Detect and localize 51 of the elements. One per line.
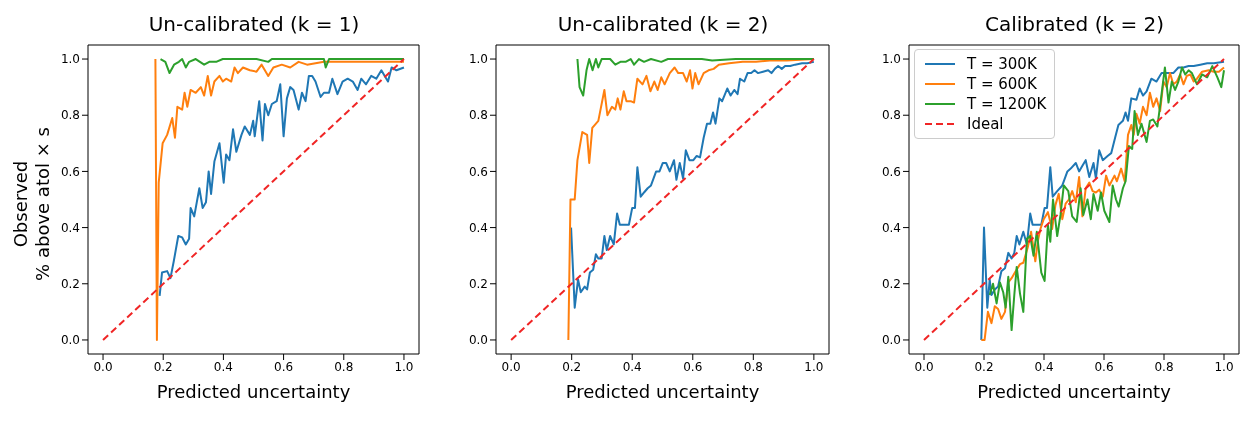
- y-tick-label: 0.2: [881, 277, 901, 292]
- legend-label: T = 1200K: [967, 94, 1047, 114]
- x-axis-title: Predicted uncertainty: [565, 381, 760, 402]
- legend-label: T = 300K: [967, 54, 1037, 74]
- y-tick-label: 1.0: [60, 52, 80, 67]
- x-tick-label: 1.0: [804, 359, 824, 374]
- y-tick-label: 0.4: [468, 220, 488, 235]
- y-tick-label: 0.4: [60, 220, 80, 235]
- x-tick-label: 0.8: [334, 359, 354, 374]
- x-tick-label: 0.6: [683, 359, 703, 374]
- y-axis-title: Observed % above atol × s: [10, 127, 54, 281]
- x-tick-label: 0.2: [974, 359, 994, 374]
- y-tick-label: 0.0: [60, 333, 80, 348]
- y-tick-label: 0.2: [468, 277, 488, 292]
- x-tick-label: 0.2: [562, 359, 582, 374]
- x-tick-label: 0.4: [1034, 359, 1054, 374]
- x-tick-label: 0.2: [153, 359, 173, 374]
- x-tick-label: 0.0: [501, 359, 521, 374]
- line-series: [158, 66, 405, 297]
- x-tick-label: 0.6: [274, 359, 294, 374]
- line-series: [154, 58, 405, 341]
- x-tick-label: 1.0: [1214, 359, 1234, 374]
- line-series: [576, 58, 815, 97]
- x-tick-label: 0.6: [1094, 359, 1114, 374]
- legend-label: T = 600K: [967, 74, 1037, 94]
- y-tick-label: 0.0: [881, 333, 901, 348]
- y-tick-label: 0.6: [881, 164, 901, 179]
- chart-title: Un-calibrated (k = 2): [556, 12, 770, 36]
- x-tick-label: 0.0: [93, 359, 113, 374]
- x-axis-title: Predicted uncertainty: [156, 381, 351, 402]
- x-tick-label: 0.4: [622, 359, 642, 374]
- x-tick-label: 0.8: [743, 359, 763, 374]
- y-tick-label: 1.0: [881, 52, 901, 67]
- chart-title: Calibrated (k = 2): [983, 12, 1166, 36]
- x-tick-label: 0.4: [213, 359, 233, 374]
- y-tick-label: 0.0: [468, 333, 488, 348]
- y-tick-label: 0.6: [60, 164, 80, 179]
- y-tick-label: 0.4: [881, 220, 901, 235]
- y-tick-label: 0.2: [60, 277, 80, 292]
- x-tick-label: 1.0: [394, 359, 414, 374]
- y-tick-label: 1.0: [468, 52, 488, 67]
- y-tick-label: 0.8: [468, 108, 488, 123]
- x-tick-label: 0.8: [1154, 359, 1174, 374]
- y-tick-label: 0.8: [881, 108, 901, 123]
- line-series: [159, 58, 405, 75]
- y-tick-label: 0.6: [468, 164, 488, 179]
- legend-label: Ideal: [967, 114, 1004, 134]
- x-tick-label: 0.0: [914, 359, 934, 374]
- chart-title: Un-calibrated (k = 1): [147, 12, 361, 36]
- x-axis-title: Predicted uncertainty: [977, 381, 1172, 402]
- y-tick-label: 0.8: [60, 108, 80, 123]
